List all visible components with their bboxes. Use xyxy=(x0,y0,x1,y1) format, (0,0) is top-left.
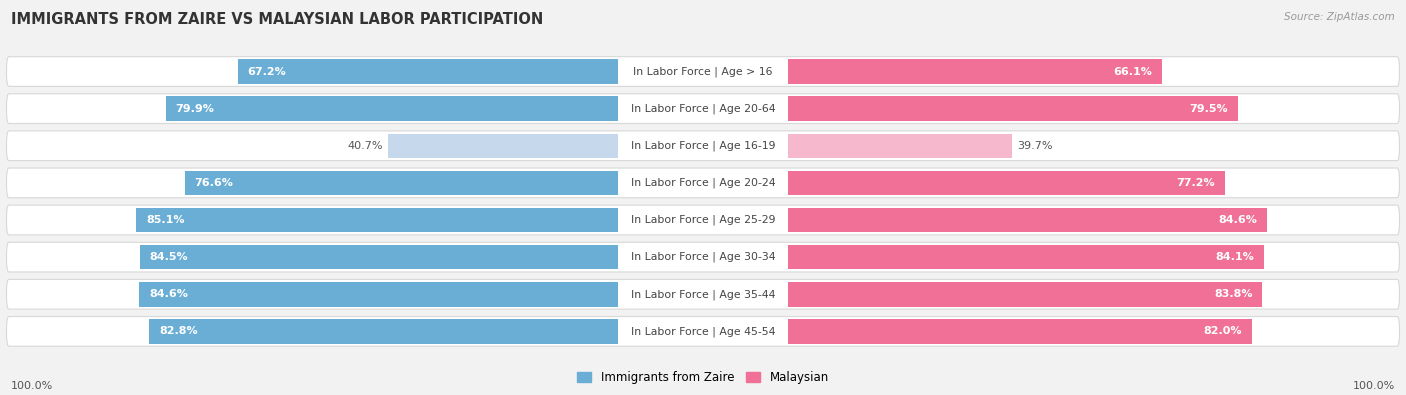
Bar xyxy=(787,134,1012,158)
Text: 76.6%: 76.6% xyxy=(194,178,233,188)
Text: 77.2%: 77.2% xyxy=(1177,178,1215,188)
Text: In Labor Force | Age 45-54: In Labor Force | Age 45-54 xyxy=(631,326,775,337)
Text: In Labor Force | Age > 16: In Labor Force | Age > 16 xyxy=(633,66,773,77)
FancyBboxPatch shape xyxy=(7,205,1399,235)
Bar xyxy=(139,245,619,269)
Bar xyxy=(787,171,1225,195)
Bar xyxy=(787,319,1251,344)
Text: In Labor Force | Age 16-19: In Labor Force | Age 16-19 xyxy=(631,141,775,151)
Text: 66.1%: 66.1% xyxy=(1114,66,1152,77)
Text: 84.5%: 84.5% xyxy=(149,252,188,262)
Text: 83.8%: 83.8% xyxy=(1213,289,1253,299)
Text: 100.0%: 100.0% xyxy=(11,381,53,391)
Text: 85.1%: 85.1% xyxy=(146,215,184,225)
FancyBboxPatch shape xyxy=(7,56,1399,87)
Text: 100.0%: 100.0% xyxy=(1353,381,1395,391)
FancyBboxPatch shape xyxy=(7,131,1399,161)
Text: 82.0%: 82.0% xyxy=(1204,326,1243,337)
FancyBboxPatch shape xyxy=(7,316,1399,346)
Text: 84.6%: 84.6% xyxy=(149,289,188,299)
FancyBboxPatch shape xyxy=(7,279,1399,309)
Bar xyxy=(238,59,619,84)
Text: In Labor Force | Age 35-44: In Labor Force | Age 35-44 xyxy=(631,289,775,299)
Text: 39.7%: 39.7% xyxy=(1018,141,1053,151)
FancyBboxPatch shape xyxy=(7,94,1399,124)
Text: 79.5%: 79.5% xyxy=(1189,103,1227,114)
Legend: Immigrants from Zaire, Malaysian: Immigrants from Zaire, Malaysian xyxy=(572,367,834,389)
Bar xyxy=(166,96,619,121)
Text: 82.8%: 82.8% xyxy=(159,326,198,337)
Bar xyxy=(184,171,619,195)
Bar xyxy=(388,134,619,158)
Text: 67.2%: 67.2% xyxy=(247,66,287,77)
FancyBboxPatch shape xyxy=(7,242,1399,272)
Text: In Labor Force | Age 20-64: In Labor Force | Age 20-64 xyxy=(631,103,775,114)
Text: In Labor Force | Age 30-34: In Labor Force | Age 30-34 xyxy=(631,252,775,262)
Text: 79.9%: 79.9% xyxy=(176,103,215,114)
Bar xyxy=(787,282,1263,307)
Bar xyxy=(787,96,1237,121)
Bar xyxy=(149,319,619,344)
Bar xyxy=(787,208,1267,232)
Text: In Labor Force | Age 20-24: In Labor Force | Age 20-24 xyxy=(631,178,775,188)
Text: 84.1%: 84.1% xyxy=(1215,252,1254,262)
Text: IMMIGRANTS FROM ZAIRE VS MALAYSIAN LABOR PARTICIPATION: IMMIGRANTS FROM ZAIRE VS MALAYSIAN LABOR… xyxy=(11,12,544,27)
Text: 40.7%: 40.7% xyxy=(347,141,382,151)
Text: 84.6%: 84.6% xyxy=(1218,215,1257,225)
Bar xyxy=(136,208,619,232)
Bar xyxy=(787,245,1264,269)
Bar xyxy=(139,282,619,307)
Text: Source: ZipAtlas.com: Source: ZipAtlas.com xyxy=(1284,12,1395,22)
Bar xyxy=(787,59,1161,84)
FancyBboxPatch shape xyxy=(7,168,1399,198)
Text: In Labor Force | Age 25-29: In Labor Force | Age 25-29 xyxy=(631,215,775,225)
